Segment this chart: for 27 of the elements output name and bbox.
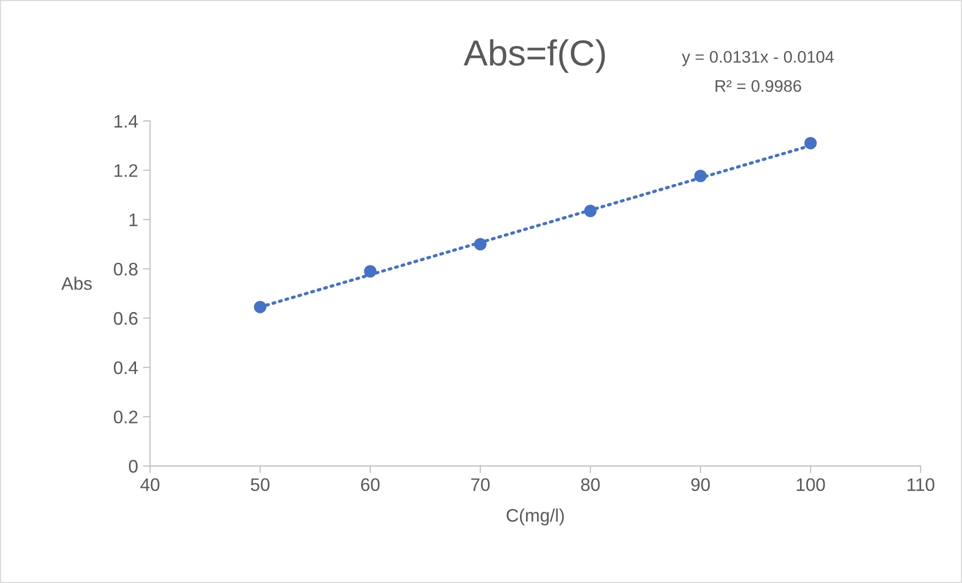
x-axis-title: C(mg/l) [506, 508, 564, 526]
y-tick-label: 0.6 [114, 312, 138, 325]
text: y = 0.0131x - 0.0104 [682, 50, 834, 66]
y-tick-label: 0.8 [114, 262, 138, 276]
point [694, 170, 707, 182]
y-axis-title: Abs [61, 276, 92, 290]
x-tick-label: 80 [581, 478, 600, 492]
point [254, 300, 266, 314]
point [364, 265, 376, 278]
point [584, 204, 597, 218]
x-tick-label: 40 [140, 478, 160, 492]
x-tick-label: 100 [796, 478, 825, 492]
x-tick-label: 50 [250, 478, 270, 492]
point [474, 238, 487, 250]
text: R² = 0.9986 [716, 80, 802, 92]
x-tick-label: 60 [361, 478, 380, 492]
y-tick-label: 1.2 [114, 164, 138, 177]
point [804, 136, 817, 150]
y-tick-label: 0.4 [114, 361, 138, 374]
y-tick-label: 1.4 [114, 115, 138, 128]
y-tick-label: 0 [128, 460, 138, 473]
x-tick-label: 70 [471, 478, 490, 492]
y-tick-label: 0.2 [114, 410, 138, 424]
chart-title: Abs=f(C) [464, 39, 605, 73]
x-tick-label: 90 [691, 478, 710, 492]
x-tick-label: 110 [908, 478, 934, 492]
y-tick-label: 1 [130, 214, 138, 226]
